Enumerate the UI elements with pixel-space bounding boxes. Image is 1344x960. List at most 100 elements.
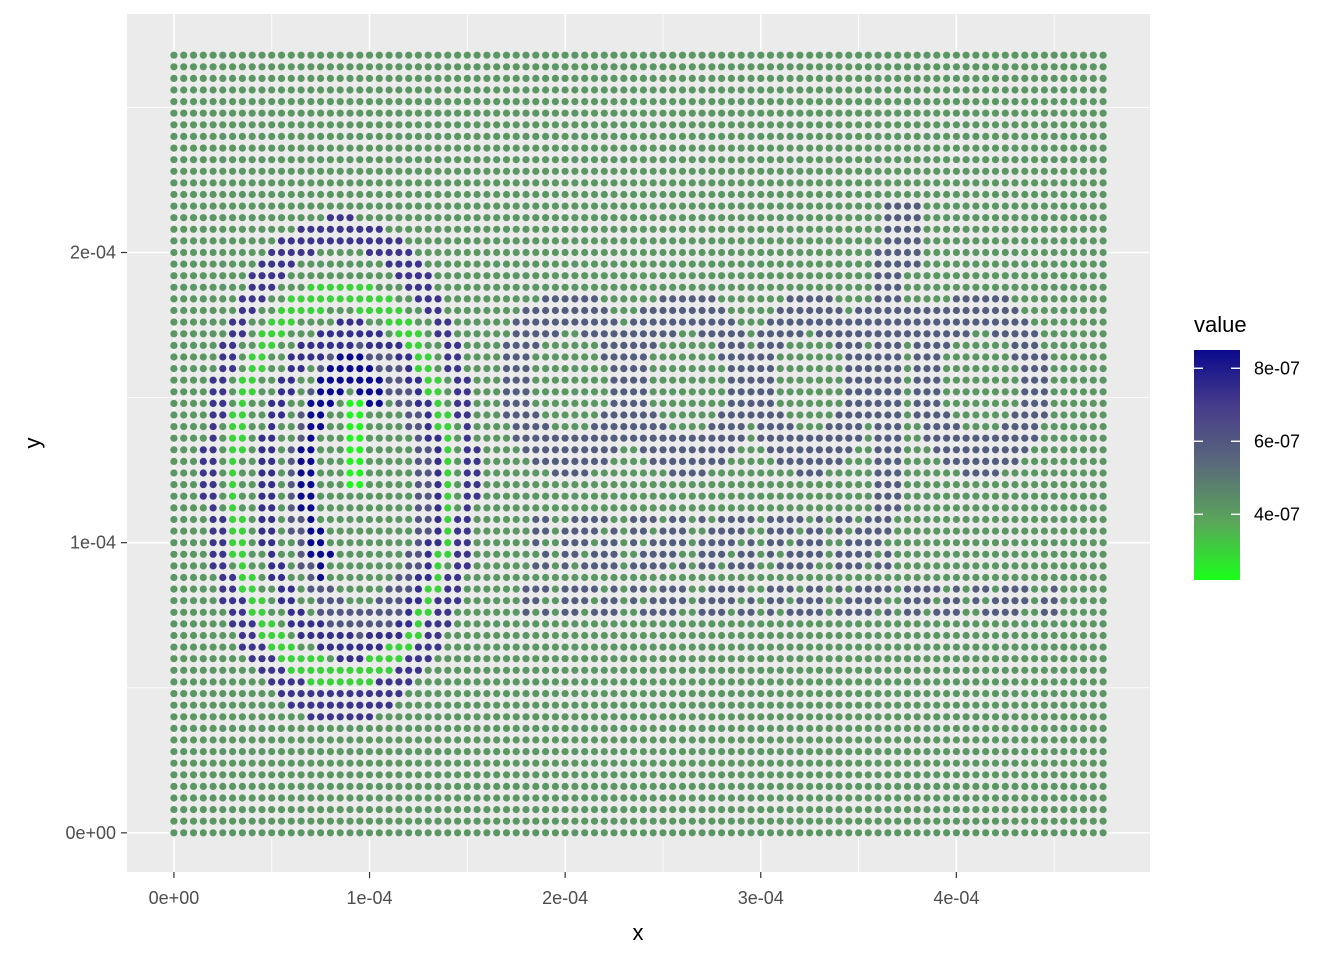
scatter-point xyxy=(639,457,648,465)
scatter-point xyxy=(825,248,833,257)
scatter-point xyxy=(855,272,863,280)
scatter-point xyxy=(815,655,824,663)
scatter-point xyxy=(864,353,872,361)
scatter-point xyxy=(620,469,628,477)
scatter-point xyxy=(454,643,462,651)
scatter-point xyxy=(483,469,491,477)
scatter-point xyxy=(483,376,491,384)
scatter-point xyxy=(747,504,755,512)
scatter-point xyxy=(913,260,921,268)
scatter-point xyxy=(815,631,824,640)
scatter-point xyxy=(991,539,1000,547)
scatter-point xyxy=(199,388,207,396)
scatter-point xyxy=(1050,759,1058,767)
scatter-point xyxy=(356,330,364,338)
scatter-point xyxy=(395,550,403,558)
scatter-point xyxy=(688,306,696,315)
scatter-point xyxy=(1050,341,1058,349)
scatter-point xyxy=(209,562,217,570)
scatter-point xyxy=(815,736,824,744)
scatter-point xyxy=(1089,782,1097,791)
scatter-point xyxy=(1060,376,1068,384)
scatter-point xyxy=(199,446,207,454)
scatter-point xyxy=(766,434,775,442)
scatter-point xyxy=(542,573,550,582)
scatter-point xyxy=(287,782,295,791)
scatter-point xyxy=(1060,399,1068,407)
scatter-point xyxy=(855,666,863,674)
scatter-point xyxy=(1070,817,1078,825)
scatter-point xyxy=(600,643,608,651)
scatter-point xyxy=(317,817,325,825)
scatter-point xyxy=(483,631,491,640)
scatter-point xyxy=(1001,794,1009,802)
scatter-point xyxy=(542,399,550,407)
scatter-point xyxy=(317,411,325,419)
scatter-point xyxy=(551,481,560,489)
scatter-point xyxy=(297,771,305,779)
scatter-point xyxy=(1011,562,1019,570)
scatter-point xyxy=(600,655,608,663)
scatter-point xyxy=(620,504,628,512)
scatter-point xyxy=(571,724,579,733)
scatter-point xyxy=(962,272,970,280)
scatter-point xyxy=(1079,469,1088,477)
scatter-point xyxy=(952,550,961,558)
scatter-point xyxy=(737,411,745,419)
scatter-point xyxy=(395,643,403,651)
scatter-point xyxy=(356,434,364,442)
scatter-point xyxy=(1001,469,1009,477)
scatter-point xyxy=(405,794,413,802)
scatter-point xyxy=(1079,794,1088,802)
scatter-point xyxy=(1001,782,1009,791)
scatter-point xyxy=(512,655,520,663)
scatter-point xyxy=(590,817,599,825)
scatter-point xyxy=(336,388,344,396)
scatter-point xyxy=(307,782,315,791)
scatter-point xyxy=(405,782,413,791)
scatter-point xyxy=(502,353,511,361)
scatter-point xyxy=(776,643,784,651)
scatter-point xyxy=(776,457,784,465)
scatter-point xyxy=(962,643,970,651)
scatter-point xyxy=(913,341,921,349)
scatter-point xyxy=(786,306,794,315)
scatter-point xyxy=(718,399,726,407)
scatter-point xyxy=(209,365,217,373)
scatter-point xyxy=(512,806,520,814)
scatter-point xyxy=(307,829,315,837)
scatter-point xyxy=(903,481,912,489)
scatter-point xyxy=(952,481,961,489)
scatter-point xyxy=(708,643,716,651)
scatter-point xyxy=(326,504,334,512)
scatter-point xyxy=(502,643,511,651)
scatter-point xyxy=(493,504,501,512)
scatter-point xyxy=(532,492,540,500)
scatter-point xyxy=(1001,457,1009,465)
scatter-point xyxy=(894,771,902,779)
scatter-point xyxy=(1031,771,1039,779)
scatter-point xyxy=(1079,829,1088,837)
scatter-point xyxy=(356,527,364,535)
scatter-point xyxy=(747,701,755,709)
scatter-point xyxy=(248,608,256,616)
scatter-point xyxy=(590,631,599,640)
scatter-point xyxy=(766,330,775,338)
scatter-point xyxy=(434,771,442,779)
scatter-point xyxy=(1050,608,1058,616)
scatter-point xyxy=(757,806,765,814)
scatter-point xyxy=(1040,550,1048,558)
scatter-point xyxy=(326,457,334,465)
scatter-point xyxy=(297,306,305,315)
scatter-point xyxy=(1011,678,1019,686)
scatter-point xyxy=(512,388,520,396)
scatter-point xyxy=(815,759,824,767)
scatter-point xyxy=(571,759,579,767)
scatter-point xyxy=(610,330,618,338)
scatter-point xyxy=(708,829,716,837)
scatter-point xyxy=(287,248,295,257)
scatter-point xyxy=(620,539,628,547)
scatter-point xyxy=(864,655,872,663)
scatter-point xyxy=(336,457,344,465)
scatter-point xyxy=(747,573,755,582)
